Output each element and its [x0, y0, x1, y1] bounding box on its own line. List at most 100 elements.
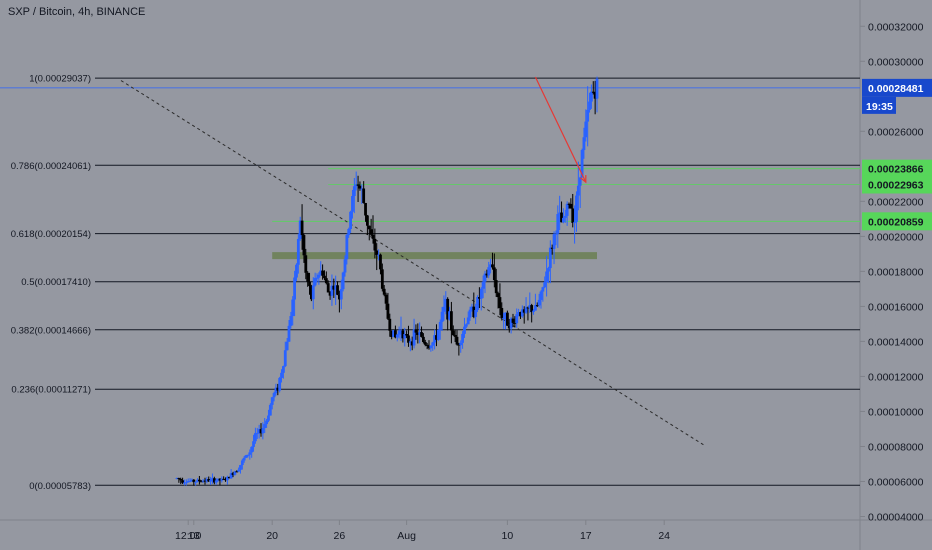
- candle: [323, 270, 326, 281]
- candle-body: [240, 460, 244, 465]
- candle-body: [459, 342, 463, 346]
- candle: [442, 295, 446, 321]
- candle-body: [311, 285, 315, 300]
- candle: [543, 276, 547, 289]
- candle: [310, 284, 313, 302]
- candle: [330, 274, 334, 306]
- candle-body: [270, 397, 274, 405]
- price-axis[interactable]: 0.00004000 0.00006000 0.00008000 0.00010000…: [860, 21, 924, 523]
- fib-label-1: 0.786(0.00024061): [11, 161, 91, 172]
- green-level-tag-0: [862, 159, 932, 178]
- support-zone: [272, 252, 597, 260]
- candle-body: [302, 235, 306, 256]
- candle: [207, 476, 211, 482]
- candle: [405, 330, 408, 339]
- candle: [481, 275, 485, 299]
- candle-body: [584, 121, 588, 138]
- candle-body: [308, 281, 311, 287]
- candle-body: [489, 264, 492, 268]
- candle: [339, 279, 343, 310]
- candle: [528, 292, 532, 313]
- candle-body: [422, 336, 425, 343]
- candle: [272, 391, 276, 402]
- candle-body: [216, 478, 220, 481]
- candle-body: [515, 314, 519, 324]
- candle-body: [464, 324, 468, 327]
- candle-body: [554, 233, 558, 235]
- candle: [496, 291, 500, 309]
- candle: [438, 319, 442, 340]
- candle-body: [341, 272, 345, 290]
- candle-body: [375, 250, 379, 255]
- candle-body: [304, 255, 308, 273]
- candle-body: [446, 298, 450, 320]
- candle-body: [593, 92, 597, 99]
- candle: [205, 477, 209, 484]
- candle: [226, 475, 229, 485]
- candle-body: [379, 254, 382, 270]
- candle-body: [347, 228, 351, 236]
- candle: [422, 333, 425, 344]
- candle-body: [373, 238, 377, 251]
- candle-body: [201, 480, 205, 482]
- candle: [358, 181, 362, 191]
- candle-body: [534, 305, 537, 311]
- candle-body: [250, 446, 254, 453]
- candle-body: [276, 387, 280, 391]
- candle: [474, 303, 478, 324]
- candle-body: [478, 297, 481, 299]
- candle-body: [463, 326, 466, 334]
- last-price-tag: [862, 78, 932, 97]
- candle: [565, 201, 569, 226]
- candle-body: [392, 330, 395, 338]
- candle-body: [457, 344, 461, 346]
- candle: [519, 311, 522, 320]
- candle-body: [369, 229, 373, 235]
- candle: [548, 240, 552, 284]
- candle-body: [582, 137, 586, 151]
- chart-title: SXP / Bitcoin, 4h, BINANCE: [8, 6, 145, 18]
- candle: [416, 323, 420, 344]
- time-tick-label: 10: [502, 530, 514, 542]
- candle-body: [254, 433, 257, 442]
- candle: [498, 283, 502, 316]
- candle: [181, 477, 184, 484]
- candle: [274, 383, 278, 396]
- candle-body: [352, 186, 356, 197]
- candle-body: [562, 217, 565, 223]
- candle-body: [399, 330, 403, 332]
- price-tick-label: 0.00032000: [868, 21, 924, 33]
- candle: [552, 231, 556, 265]
- candle: [235, 470, 239, 473]
- candle-body: [481, 281, 485, 289]
- time-tick-label: 12:00: [175, 530, 201, 542]
- candle: [214, 478, 218, 485]
- candle-body: [394, 330, 397, 338]
- candle-body: [547, 268, 550, 272]
- candle: [364, 202, 367, 222]
- candle: [590, 84, 593, 109]
- candle: [399, 316, 403, 342]
- candle: [479, 287, 483, 311]
- candle: [397, 326, 401, 339]
- candle: [506, 310, 509, 326]
- candle: [491, 252, 494, 270]
- candle-body: [590, 91, 593, 102]
- candle: [502, 312, 506, 329]
- candle: [453, 329, 457, 343]
- candle-body: [364, 202, 367, 216]
- projection-arrow-line: [534, 76, 587, 183]
- candle: [250, 446, 254, 458]
- candle-body: [184, 482, 188, 484]
- candle-body: [576, 185, 580, 196]
- candle-body: [324, 278, 328, 284]
- candle-body: [405, 334, 408, 336]
- candle: [186, 478, 190, 483]
- candle-body: [595, 78, 599, 99]
- candle-body: [448, 311, 451, 320]
- candle-body: [517, 312, 520, 315]
- candle-body: [283, 350, 287, 367]
- candle-body: [285, 341, 289, 351]
